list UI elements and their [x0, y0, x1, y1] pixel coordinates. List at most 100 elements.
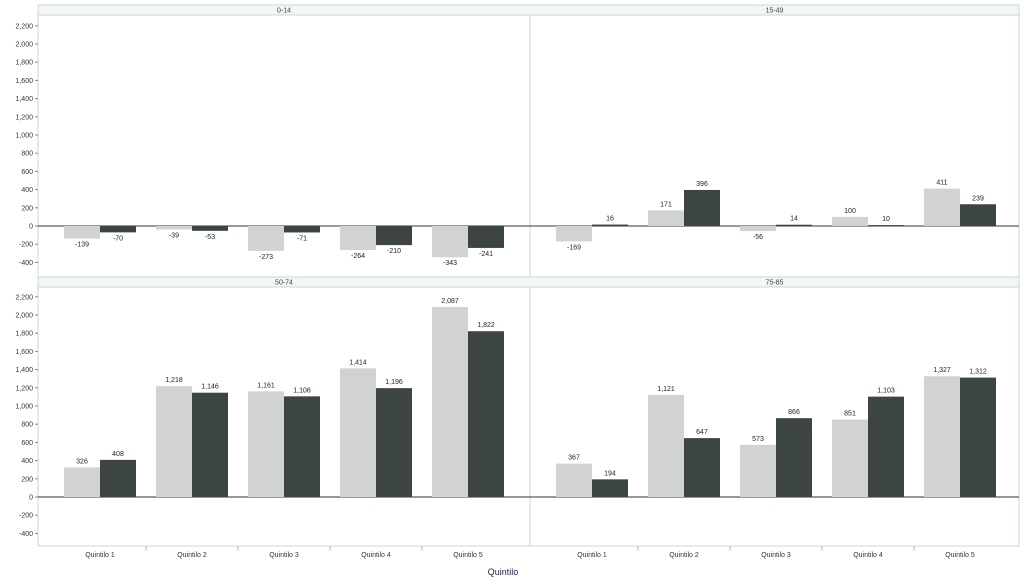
bar: [924, 376, 960, 497]
y-tick-label: 2,200: [15, 294, 33, 301]
bar: [284, 226, 320, 233]
x-tick-label: Quintilo 4: [361, 552, 391, 559]
y-tick-label: 1,400: [15, 96, 33, 103]
data-label: -53: [205, 234, 215, 241]
x-tick-label: Quintilo 3: [269, 552, 299, 559]
data-label: 1,103: [877, 388, 895, 395]
data-label: -139: [75, 242, 89, 249]
bar: [684, 438, 720, 497]
panel-title: 15-49: [766, 8, 784, 15]
data-label: -273: [259, 254, 273, 261]
y-tick-label: -400: [19, 531, 33, 538]
bar: [248, 391, 284, 497]
data-label: 100: [844, 208, 856, 215]
y-tick-label: 200: [21, 476, 33, 483]
bar: [192, 392, 228, 497]
data-label: 1,218: [165, 377, 183, 384]
y-tick-label: 800: [21, 422, 33, 429]
x-tick-label: Quintilo 3: [761, 552, 791, 559]
bar: [776, 418, 812, 497]
bar: [960, 377, 996, 497]
bar: [868, 396, 904, 497]
bar: [924, 188, 960, 226]
data-label: 408: [112, 451, 124, 458]
data-label: -56: [753, 234, 763, 241]
data-label: 1,822: [477, 322, 495, 329]
bar: [376, 226, 412, 246]
panel-header-strip: [37, 276, 1020, 288]
x-tick-label: Quintilo 1: [577, 552, 607, 559]
y-tick-label: 800: [21, 151, 33, 158]
x-tick-label: Quintilo 2: [669, 552, 699, 559]
data-label: 2,087: [441, 298, 459, 305]
y-tick-label: 1,600: [15, 78, 33, 85]
bar: [248, 226, 284, 251]
bar: [740, 444, 776, 497]
y-tick-label: 1,400: [15, 367, 33, 374]
bar: [776, 224, 812, 226]
y-tick-label: -400: [19, 260, 33, 267]
data-label: 411: [936, 180, 947, 187]
data-label: 866: [788, 409, 800, 416]
data-label: 16: [606, 216, 614, 223]
y-tick-label: -200: [19, 513, 33, 520]
bar: [156, 386, 192, 497]
y-tick-label: 1,200: [15, 385, 33, 392]
data-label: 1,312: [969, 369, 987, 376]
data-label: -169: [567, 244, 581, 251]
bar: [376, 388, 412, 497]
y-tick-label: -200: [19, 242, 33, 249]
bar: [468, 331, 504, 497]
bar: [340, 368, 376, 497]
data-label: -39: [169, 233, 179, 240]
bar: [156, 226, 192, 230]
data-label: 10: [882, 216, 890, 223]
data-label: 1,106: [293, 387, 311, 394]
bar: [592, 479, 628, 497]
y-tick-label: 0: [29, 495, 33, 502]
data-label: 573: [752, 436, 764, 443]
panel-header-strip: [37, 4, 1020, 16]
y-tick-label: 200: [21, 205, 33, 212]
y-tick-label: 600: [21, 169, 33, 176]
bar: [868, 225, 904, 226]
data-label: 1,196: [385, 379, 403, 386]
data-label: -70: [113, 235, 123, 242]
data-label: 14: [790, 216, 798, 223]
y-tick-label: 600: [21, 440, 33, 447]
data-label: 1,414: [349, 359, 367, 366]
data-label: 396: [696, 181, 708, 188]
bar: [648, 394, 684, 497]
data-label: 239: [972, 195, 984, 202]
bar: [592, 224, 628, 226]
bar: [340, 226, 376, 251]
data-label: 367: [568, 455, 580, 462]
data-label: 326: [76, 458, 88, 465]
y-tick-label: 2,000: [15, 42, 33, 49]
data-label: -241: [479, 251, 493, 258]
bar: [556, 463, 592, 497]
panel-title: 50-74: [275, 280, 293, 287]
bar: [556, 226, 592, 242]
x-tick-label: Quintilo 5: [945, 552, 975, 559]
y-tick-label: 1,000: [15, 404, 33, 411]
bar: [192, 226, 228, 231]
bar: [284, 396, 320, 497]
bar: [64, 226, 100, 239]
data-label: -210: [387, 248, 401, 255]
x-axis-title: Quintilo: [488, 567, 519, 577]
bar: [100, 459, 136, 497]
data-label: 647: [696, 429, 708, 436]
bar: [64, 467, 100, 497]
data-label: -71: [297, 235, 307, 242]
y-tick-label: 2,200: [15, 23, 33, 30]
data-label: 851: [844, 411, 856, 418]
bar: [684, 189, 720, 226]
y-tick-label: 0: [29, 224, 33, 231]
bar: [832, 216, 868, 226]
y-tick-label: 1,800: [15, 60, 33, 67]
data-label: 171: [660, 201, 672, 208]
y-tick-label: 1,600: [15, 349, 33, 356]
data-label: 1,121: [657, 386, 675, 393]
